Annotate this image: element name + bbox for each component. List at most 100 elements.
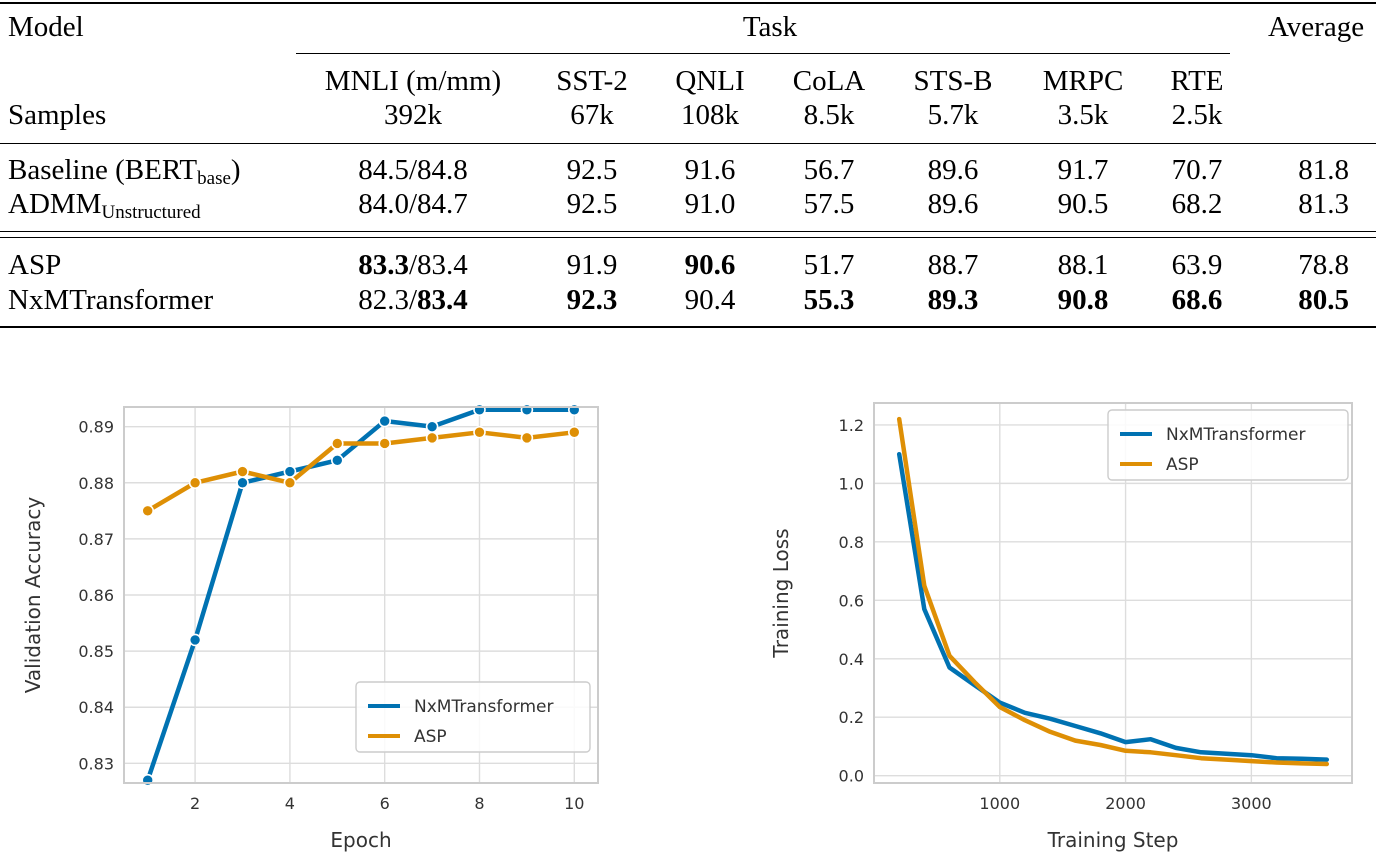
data-point-asp bbox=[473, 425, 486, 439]
series-line-nxmtransformer bbox=[145, 407, 577, 783]
cola-score: 57.5 bbox=[803, 188, 855, 220]
y-tick-label: 0.84 bbox=[78, 698, 114, 717]
legend-label-nxmtransformer: NxMTransformer bbox=[1166, 425, 1305, 445]
rte-score: 63.9 bbox=[1171, 249, 1223, 281]
data-point-asp bbox=[188, 476, 202, 490]
data-point-asp bbox=[378, 437, 392, 450]
y-tick-label: 1.0 bbox=[839, 474, 864, 493]
samples-stsb: 5.7k bbox=[927, 99, 979, 131]
task-group-rule bbox=[296, 53, 1230, 54]
legend: NxMTransformer ASP bbox=[1107, 409, 1349, 481]
mrpc-score: 88.1 bbox=[1057, 249, 1109, 281]
data-point-asp bbox=[520, 431, 534, 445]
samples-label: Samples bbox=[8, 99, 107, 131]
average-score: 78.8 bbox=[1298, 249, 1349, 281]
series-line-asp bbox=[145, 430, 577, 514]
task-name-qnli: QNLI bbox=[675, 65, 745, 97]
rte-score: 70.7 bbox=[1171, 154, 1223, 186]
legend: NxMTransformer ASP bbox=[355, 681, 591, 753]
data-point-nxmtransformer bbox=[567, 403, 581, 417]
x-tick-label: 1000 bbox=[979, 794, 1020, 813]
legend-box bbox=[355, 681, 591, 753]
header-model: Model bbox=[8, 11, 84, 43]
data-point-asp bbox=[567, 425, 581, 439]
y-tick-label: 0.83 bbox=[78, 754, 114, 773]
data-point-nxmtransformer bbox=[283, 465, 297, 478]
y-tick-label: 0.4 bbox=[839, 650, 864, 669]
data-point-nxmtransformer bbox=[188, 633, 202, 647]
model-name: ASP bbox=[8, 249, 62, 281]
bottom-rule bbox=[0, 326, 1376, 328]
task-name-sst2: SST-2 bbox=[556, 65, 628, 97]
cola-score: 56.7 bbox=[803, 154, 855, 186]
sst2-score: 91.9 bbox=[566, 249, 618, 281]
y-tick-label: 0.87 bbox=[78, 530, 114, 549]
data-point-asp bbox=[425, 431, 439, 445]
mnli-score: 84.0/84.7 bbox=[358, 188, 468, 220]
data-point-asp bbox=[141, 504, 154, 518]
header-average: Average bbox=[1268, 11, 1365, 43]
qnli-score: 90.4 bbox=[684, 284, 736, 316]
task-name-mrpc: MRPC bbox=[1042, 65, 1124, 97]
series-line-asp bbox=[896, 416, 1330, 767]
samples-cola: 8.5k bbox=[803, 99, 855, 131]
legend-label-asp: ASP bbox=[1166, 455, 1199, 475]
y-tick-label: 0.86 bbox=[78, 586, 114, 605]
data-point-nxmtransformer bbox=[141, 773, 154, 787]
y-tick-label: 0.8 bbox=[839, 533, 864, 552]
mrpc-score: 90.8 bbox=[1057, 284, 1109, 316]
samples-mrpc: 3.5k bbox=[1057, 99, 1109, 131]
y-tick-label: 1.2 bbox=[839, 416, 864, 435]
x-tick-label: 4 bbox=[285, 794, 295, 813]
data-point-nxmtransformer bbox=[425, 420, 439, 433]
samples-rte: 2.5k bbox=[1171, 99, 1223, 131]
data-point-asp bbox=[236, 465, 249, 478]
training-loss-chart: 1000 2000 3000 0.0 0.2 0.4 0.6 0.8 1.0 1.2 Trainin… bbox=[769, 402, 1353, 852]
y-tick-label: 0.0 bbox=[839, 767, 864, 786]
data-point-nxmtransformer bbox=[236, 476, 249, 490]
stsb-score: 89.6 bbox=[927, 154, 979, 186]
data-point-nxmtransformer bbox=[473, 403, 486, 417]
stsb-score: 88.7 bbox=[927, 249, 979, 281]
legend-label-nxmtransformer: NxMTransformer bbox=[414, 697, 553, 717]
x-tick-label: 2000 bbox=[1105, 794, 1146, 813]
validation-accuracy-chart: 2 4 6 8 10 0.83 0.84 0.85 0.86 0.87 0.88 0.89 Epoch V… bbox=[21, 403, 599, 852]
x-tick-label: 8 bbox=[474, 794, 484, 813]
results-table: Model Task Average MNLI (m/mm) SST-2 QNL… bbox=[0, 0, 1380, 340]
x-tick-label: 6 bbox=[380, 794, 390, 813]
x-axis-label: Training Step bbox=[1047, 828, 1179, 852]
model-name: ADMMUnstructured bbox=[8, 188, 201, 223]
double-rule-upper bbox=[0, 231, 1376, 232]
task-name-cola: CoLA bbox=[792, 65, 866, 97]
mnli-score: 84.5/84.8 bbox=[358, 154, 468, 186]
samples-qnli: 108k bbox=[681, 99, 739, 131]
header-task: Task bbox=[742, 11, 798, 43]
sst2-score: 92.5 bbox=[566, 154, 618, 186]
y-tick-label: 0.88 bbox=[78, 474, 114, 493]
y-tick-label: 0.89 bbox=[78, 418, 114, 437]
qnli-score: 91.0 bbox=[684, 188, 736, 220]
double-rule-lower bbox=[0, 237, 1376, 238]
top-rule bbox=[0, 2, 1376, 4]
model-name: NxMTransformer bbox=[8, 284, 214, 316]
data-point-asp bbox=[283, 476, 297, 490]
samples-sst2: 67k bbox=[570, 99, 614, 131]
sst2-score: 92.5 bbox=[566, 188, 618, 220]
task-name-stsb: STS-B bbox=[913, 65, 993, 97]
average-score: 81.3 bbox=[1298, 188, 1349, 220]
x-tick-label: 3000 bbox=[1231, 794, 1272, 813]
task-name-rte: RTE bbox=[1170, 65, 1224, 97]
cola-score: 51.7 bbox=[803, 249, 855, 281]
sst2-score: 92.3 bbox=[566, 284, 618, 316]
stsb-score: 89.3 bbox=[927, 284, 979, 316]
rte-score: 68.2 bbox=[1171, 188, 1223, 220]
y-tick-label: 0.85 bbox=[78, 642, 114, 661]
plot-frame bbox=[873, 402, 1353, 784]
data-point-nxmtransformer bbox=[520, 403, 534, 417]
qnli-score: 90.6 bbox=[684, 249, 736, 281]
data-point-nxmtransformer bbox=[330, 454, 344, 467]
task-name-mnli: MNLI (m/mm) bbox=[324, 65, 502, 97]
cola-score: 55.3 bbox=[803, 284, 855, 316]
qnli-score: 91.6 bbox=[684, 154, 736, 186]
y-tick-label: 0.2 bbox=[839, 708, 864, 727]
